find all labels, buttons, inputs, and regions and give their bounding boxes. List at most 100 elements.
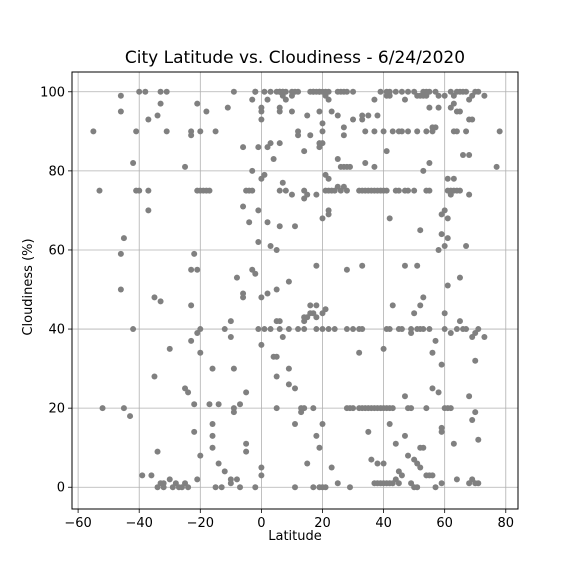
data-point — [154, 448, 161, 455]
data-point — [456, 274, 463, 281]
data-point — [304, 191, 311, 198]
data-point — [276, 223, 283, 230]
data-point — [197, 349, 204, 356]
data-point — [460, 152, 467, 159]
data-point — [405, 128, 412, 135]
data-point — [240, 290, 247, 297]
data-point — [282, 96, 289, 103]
data-point — [209, 432, 216, 439]
data-point — [206, 401, 213, 408]
data-point — [417, 464, 424, 471]
data-point — [423, 128, 430, 135]
data-point — [441, 326, 448, 333]
data-point — [249, 187, 256, 194]
data-point — [319, 326, 326, 333]
data-point — [252, 270, 259, 277]
data-point — [264, 219, 271, 226]
data-point — [319, 140, 326, 147]
data-point — [288, 191, 295, 198]
data-point — [285, 326, 292, 333]
data-point — [365, 112, 372, 119]
data-point — [456, 318, 463, 325]
data-point — [157, 298, 164, 305]
chart-title: City Latitude vs. Cloudiness - 6/24/2020 — [125, 48, 465, 68]
data-point — [450, 100, 457, 107]
data-point — [285, 278, 292, 285]
data-point — [276, 318, 283, 325]
data-point — [401, 262, 408, 269]
data-point — [475, 436, 482, 443]
data-point — [343, 266, 350, 273]
data-point — [249, 167, 256, 174]
data-point — [463, 326, 470, 333]
data-point — [426, 326, 433, 333]
data-point — [301, 148, 308, 155]
data-point — [292, 385, 298, 392]
data-point — [432, 337, 439, 344]
data-point — [163, 88, 170, 95]
data-point — [420, 294, 427, 301]
data-point — [429, 472, 436, 479]
data-point — [343, 88, 350, 95]
data-point — [301, 405, 308, 412]
data-point — [264, 290, 271, 297]
data-point — [197, 128, 204, 135]
data-point — [295, 128, 302, 135]
data-point — [304, 112, 311, 119]
data-point — [206, 187, 213, 194]
data-point — [243, 448, 250, 455]
data-point — [282, 187, 289, 194]
data-point — [292, 420, 298, 427]
data-point — [120, 235, 127, 242]
data-point — [350, 88, 357, 95]
data-point — [371, 163, 378, 170]
data-point — [392, 440, 399, 447]
data-point — [316, 108, 323, 115]
data-point — [310, 405, 317, 412]
data-point — [417, 302, 424, 309]
data-point — [435, 104, 442, 111]
data-point — [237, 401, 244, 408]
data-point — [267, 326, 274, 333]
data-point — [386, 420, 393, 427]
y-tick-label: 40 — [48, 323, 65, 338]
data-point — [191, 250, 198, 257]
data-point — [197, 452, 204, 459]
data-point — [295, 88, 302, 95]
data-point — [307, 132, 314, 139]
data-point — [117, 92, 124, 99]
data-point — [237, 484, 244, 491]
data-point — [380, 345, 387, 352]
data-point — [383, 187, 390, 194]
data-point — [160, 484, 167, 491]
data-point — [432, 484, 439, 491]
data-point — [273, 286, 280, 293]
data-point — [417, 227, 424, 234]
data-point — [496, 128, 503, 135]
data-point — [441, 92, 448, 99]
data-point — [444, 175, 451, 182]
data-point — [185, 389, 192, 396]
data-point — [215, 460, 222, 467]
data-point — [282, 88, 289, 95]
data-point — [157, 100, 164, 107]
data-point — [117, 286, 124, 293]
data-point — [233, 274, 240, 281]
data-point — [356, 349, 363, 356]
data-point — [414, 484, 421, 491]
data-point — [469, 417, 476, 424]
data-point — [386, 215, 393, 222]
data-point — [377, 88, 384, 95]
data-point — [453, 326, 460, 333]
data-point — [463, 128, 470, 135]
data-point — [441, 207, 448, 214]
data-point — [136, 88, 143, 95]
data-point — [224, 104, 231, 111]
x-tick-label: −20 — [187, 516, 214, 531]
data-point — [411, 187, 418, 194]
data-point — [350, 326, 357, 333]
data-point — [438, 480, 445, 487]
data-point — [334, 480, 341, 487]
data-point — [346, 163, 353, 170]
data-point — [359, 116, 366, 123]
